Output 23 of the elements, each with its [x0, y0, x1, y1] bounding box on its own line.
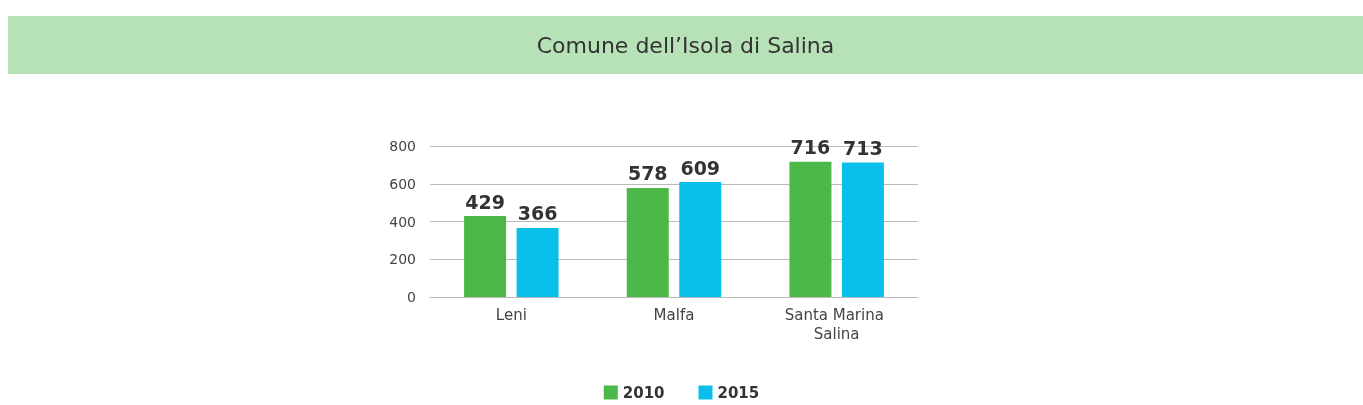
y-tick-label: 0 — [407, 289, 416, 305]
bar — [626, 187, 669, 297]
legend-label: 2015 — [717, 383, 760, 402]
bar — [789, 161, 832, 297]
legend-label: 2010 — [622, 383, 665, 402]
data-label: 578 — [627, 162, 668, 185]
data-label: 429 — [465, 190, 505, 213]
x-tick-label: Malfa — [653, 305, 695, 324]
y-tick-label: 600 — [389, 175, 416, 192]
x-tick-label: Leni — [495, 305, 527, 324]
chart-title: Comune dell’Isola di Salina — [536, 32, 835, 58]
y-tick-label: 200 — [389, 251, 416, 268]
bar — [464, 216, 507, 297]
data-label: 713 — [843, 136, 883, 159]
x-tick-label: Santa Marina Salina — [784, 305, 889, 343]
bar — [679, 182, 722, 297]
y-tick-label: 400 — [389, 213, 416, 230]
data-label: 609 — [680, 156, 721, 179]
data-label: 366 — [517, 202, 558, 225]
data-label: 716 — [790, 136, 831, 159]
y-tick-label: 800 — [389, 138, 416, 154]
bar — [841, 162, 884, 297]
bar — [516, 227, 559, 297]
